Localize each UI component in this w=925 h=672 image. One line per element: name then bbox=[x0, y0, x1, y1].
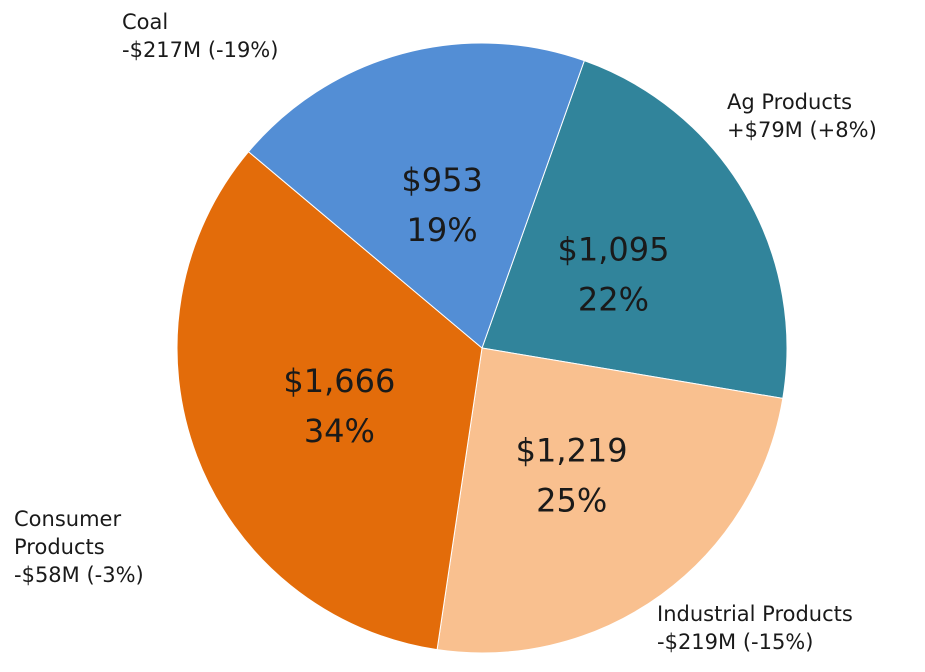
category-label: Coal bbox=[122, 10, 169, 34]
value-label: $1,219 bbox=[516, 431, 628, 469]
percent-label: 25% bbox=[536, 481, 607, 519]
change-label: -$58M (-3%) bbox=[14, 563, 144, 587]
change-label: -$219M (-15%) bbox=[657, 630, 814, 654]
percent-label: 19% bbox=[407, 211, 478, 249]
change-label: +$79M (+8%) bbox=[727, 118, 877, 142]
value-label: $953 bbox=[401, 161, 482, 199]
value-label: $1,666 bbox=[283, 362, 395, 400]
slice-annotation: Consumer Products -$58M (-3%) bbox=[14, 505, 164, 589]
category-label: Consumer Products bbox=[14, 507, 122, 559]
pie-slice bbox=[176, 151, 483, 651]
category-label: Ag Products bbox=[727, 90, 853, 114]
category-label: Industrial Products bbox=[657, 602, 853, 626]
percent-label: 22% bbox=[578, 281, 649, 319]
slice-annotation: Industrial Products -$219M (-15%) bbox=[657, 600, 925, 656]
value-label: $1,095 bbox=[557, 231, 669, 269]
change-label: -$217M (-19%) bbox=[122, 38, 279, 62]
slice-annotation: Coal -$217M (-19%) bbox=[122, 8, 352, 64]
pie-slice bbox=[247, 42, 585, 349]
pie-slice bbox=[436, 347, 784, 654]
pie-slice bbox=[481, 60, 788, 399]
percent-label: 34% bbox=[304, 412, 375, 450]
slice-annotation: Ag Products +$79M (+8%) bbox=[727, 88, 925, 144]
